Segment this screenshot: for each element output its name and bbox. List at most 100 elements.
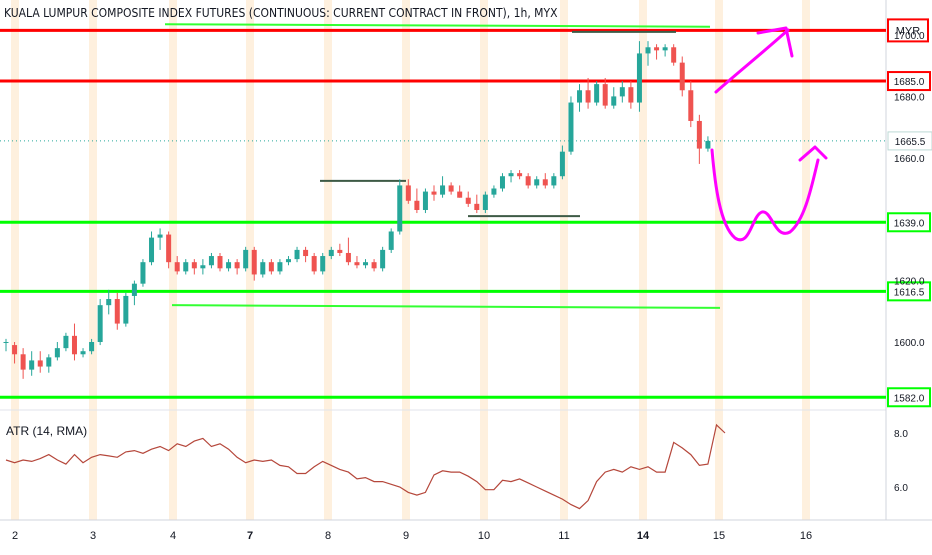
candle-body-36 bbox=[311, 256, 317, 272]
price-level-lines bbox=[0, 28, 886, 399]
currency-label[interactable]: MYR bbox=[896, 25, 921, 37]
session-band-0 bbox=[11, 0, 19, 520]
candle-body-46 bbox=[397, 185, 403, 232]
session-band-8 bbox=[639, 0, 647, 520]
candle-body-61 bbox=[525, 176, 531, 186]
candle-body-32 bbox=[277, 262, 283, 272]
candle-body-12 bbox=[106, 299, 112, 306]
atr-indicator-label[interactable]: ATR (14, RMA) bbox=[6, 424, 88, 438]
candle-body-8 bbox=[71, 335, 77, 355]
candle-body-53 bbox=[457, 191, 463, 198]
candle-body-70 bbox=[602, 84, 608, 106]
candle-body-79 bbox=[679, 62, 685, 91]
candle-body-27 bbox=[234, 262, 240, 269]
level-label-1: 1685.0 bbox=[894, 77, 925, 88]
candle-body-26 bbox=[226, 262, 232, 269]
currency-box[interactable] bbox=[887, 18, 929, 43]
level-label-3: 1616.5 bbox=[894, 287, 925, 298]
candle-body-55 bbox=[474, 203, 480, 210]
session-band-4 bbox=[324, 0, 332, 520]
x-tick-label-2: 4 bbox=[170, 530, 176, 542]
drawn-arrows bbox=[710, 26, 828, 242]
candle-body-74 bbox=[636, 53, 642, 103]
candle-body-16 bbox=[140, 262, 146, 284]
candle-body-5 bbox=[46, 357, 52, 367]
candle-body-49 bbox=[422, 191, 428, 210]
candle-body-78 bbox=[671, 47, 677, 63]
atr-y-tick-label-0: 8.0 bbox=[894, 429, 908, 440]
candle-body-24 bbox=[208, 256, 214, 266]
candle-body-21 bbox=[183, 262, 189, 272]
candle-body-11 bbox=[97, 305, 103, 342]
candle-body-69 bbox=[594, 84, 600, 103]
candle-body-54 bbox=[465, 197, 471, 204]
y-tick-label-4: 1600.0 bbox=[894, 338, 925, 349]
candle-body-37 bbox=[320, 256, 326, 272]
candle-body-6 bbox=[54, 348, 60, 358]
last-price-label: 1665.5 bbox=[895, 137, 926, 148]
chart-title: KUALA LUMPUR COMPOSITE INDEX FUTURES (CO… bbox=[4, 6, 558, 20]
level-label-2: 1639.0 bbox=[894, 218, 925, 229]
candle-body-3 bbox=[29, 360, 35, 370]
candle-body-15 bbox=[131, 283, 137, 296]
session-band-5 bbox=[402, 0, 410, 520]
candle-body-38 bbox=[328, 249, 334, 257]
drawn-segments bbox=[164, 23, 721, 309]
candle-body-52 bbox=[448, 185, 454, 192]
candle-body-44 bbox=[380, 249, 386, 269]
grid-lines bbox=[0, 0, 932, 521]
candle-body-34 bbox=[294, 249, 300, 260]
level-label-box-4 bbox=[887, 387, 931, 408]
x-tick-label-5: 9 bbox=[403, 530, 409, 542]
atr-line bbox=[5, 423, 726, 510]
candle-body-41 bbox=[354, 262, 360, 266]
candle-body-0 bbox=[3, 342, 9, 343]
candle-body-2 bbox=[20, 354, 26, 370]
candle-body-30 bbox=[260, 262, 266, 275]
candle-body-22 bbox=[191, 262, 197, 269]
candle-body-31 bbox=[268, 262, 274, 272]
session-band-3 bbox=[246, 0, 254, 520]
candle-body-59 bbox=[508, 173, 514, 177]
y-tick-label-0: 1700.0 bbox=[894, 31, 925, 42]
session-bands bbox=[11, 0, 810, 520]
arrow-curve-line bbox=[710, 148, 820, 242]
candle-body-80 bbox=[688, 90, 694, 121]
session-band-2 bbox=[169, 0, 177, 520]
candle-body-28 bbox=[243, 249, 249, 269]
atr-pane bbox=[5, 423, 726, 510]
candle-body-71 bbox=[611, 96, 617, 106]
candle-body-42 bbox=[363, 262, 369, 266]
candle-body-17 bbox=[149, 237, 155, 263]
candle-body-10 bbox=[89, 342, 95, 352]
candle-body-60 bbox=[517, 173, 523, 177]
candle-body-77 bbox=[662, 47, 668, 51]
x-tick-label-9: 15 bbox=[713, 530, 725, 542]
candle-body-4 bbox=[37, 360, 43, 367]
candle-body-58 bbox=[499, 176, 505, 189]
candle-body-29 bbox=[251, 249, 257, 275]
candle-body-82 bbox=[705, 140, 711, 149]
y-tick-label-3: 1620.0 bbox=[894, 277, 925, 288]
candle-body-63 bbox=[542, 179, 548, 186]
drawn-segment-1 bbox=[171, 304, 721, 309]
candle-body-13 bbox=[114, 299, 120, 324]
time-axis[interactable]: 2 3 4 7 8 9 10 11 14 15 16 bbox=[12, 530, 812, 542]
candle-body-35 bbox=[303, 249, 309, 257]
x-tick-label-8: 14 bbox=[637, 530, 650, 542]
session-band-1 bbox=[89, 0, 97, 520]
candle-body-62 bbox=[534, 179, 540, 186]
x-tick-label-3: 7 bbox=[247, 530, 253, 542]
candle-body-25 bbox=[217, 256, 223, 269]
candle-body-64 bbox=[551, 176, 557, 186]
level-label-box-3 bbox=[887, 281, 931, 302]
atr-y-tick-label-1: 6.0 bbox=[894, 483, 908, 494]
candle-body-48 bbox=[414, 200, 420, 210]
last-price-box bbox=[887, 131, 932, 151]
candle-body-76 bbox=[654, 47, 660, 51]
level-label-4: 1582.0 bbox=[894, 393, 925, 404]
session-band-9 bbox=[715, 0, 723, 520]
